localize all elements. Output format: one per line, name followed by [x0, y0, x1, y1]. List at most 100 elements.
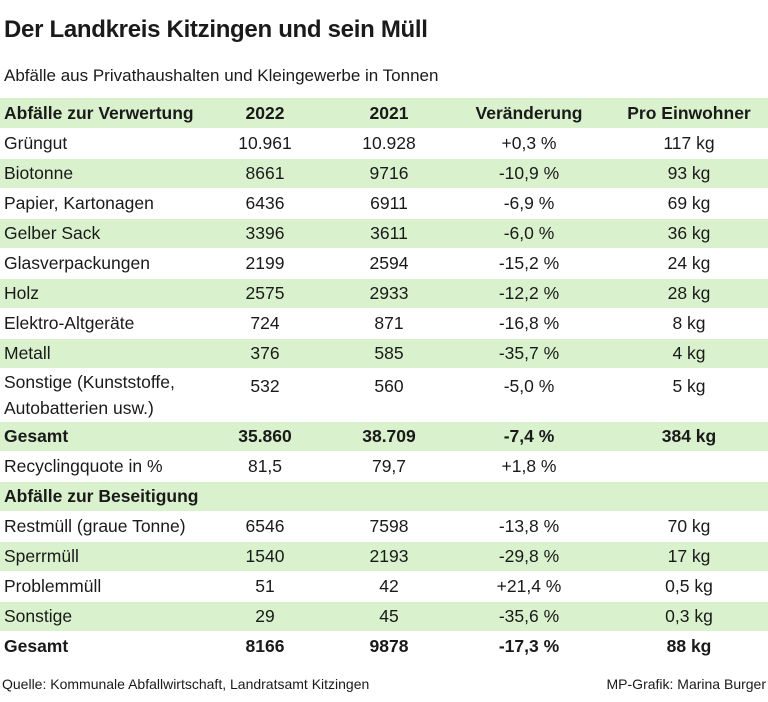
change: -6,0 % — [503, 223, 555, 243]
value-2021: 42 — [379, 576, 399, 596]
value-2021: 38.709 — [362, 426, 416, 446]
value-2021: 10.928 — [362, 133, 416, 153]
value-2021: 45 — [379, 606, 399, 626]
change: -7,4 % — [503, 426, 555, 446]
column-header-2022: 2022 — [245, 102, 285, 123]
row-label: Restmüll (graue Tonne) — [4, 516, 186, 536]
table-row: Elektro-Altgeräte 724 871 -16,8 % 8 kg — [0, 309, 768, 339]
row-label: Elektro-Altgeräte — [4, 313, 135, 333]
column-header-2021: 2021 — [369, 102, 409, 123]
change: -35,7 % — [498, 343, 560, 363]
per-capita: 4 kg — [672, 343, 706, 363]
row-label: Grüngut — [4, 133, 68, 153]
value-2021: 7598 — [369, 516, 409, 536]
table-header-row: Abfälle zur Verwertung 2022 2021 Verände… — [0, 98, 768, 129]
per-capita: 69 kg — [667, 193, 711, 213]
row-label: Gelber Sack — [4, 223, 101, 243]
table-row: Gelber Sack 3396 3611 -6,0 % 36 kg — [0, 219, 768, 249]
value-2022: 532 — [250, 376, 280, 396]
value-2021: 3611 — [370, 223, 408, 243]
per-capita: 36 kg — [667, 223, 711, 243]
row-label: Gesamt — [4, 426, 69, 446]
row-label: Recyclingquote in % — [4, 456, 163, 476]
change: -5,0 % — [503, 376, 555, 396]
graphic-credit: MP-Grafik: Marina Burger — [606, 676, 766, 692]
change: -35,6 % — [498, 606, 560, 626]
change: +1,8 % — [501, 456, 557, 476]
value-2021: 2193 — [369, 546, 409, 566]
value-2021: 9878 — [369, 636, 409, 656]
value-2021: 9716 — [369, 163, 409, 183]
row-label: Gesamt — [4, 636, 69, 656]
row-label: Sonstige — [4, 606, 73, 626]
change: -12,2 % — [498, 283, 560, 303]
column-header-category: Abfälle zur Verwertung — [4, 102, 194, 123]
chart-title: Der Landkreis Kitzingen und sein Müll — [4, 16, 428, 43]
per-capita: 0,3 kg — [665, 606, 713, 626]
value-2021: 2933 — [369, 283, 409, 303]
value-2021: 585 — [374, 343, 404, 363]
value-2022: 35.860 — [238, 426, 292, 446]
table-row: Sperrmüll 1540 2193 -29,8 % 17 kg — [0, 542, 768, 572]
table-row: Metall 376 585 -35,7 % 4 kg — [0, 339, 768, 369]
value-2022: 29 — [255, 606, 275, 626]
row-label: Sonstige (Kunststoffe, Autobatterien usw… — [4, 372, 175, 418]
per-capita: 0,5 kg — [665, 576, 713, 596]
value-2022: 10.961 — [238, 133, 292, 153]
value-2021: 6911 — [370, 193, 408, 213]
row-label: Biotonne — [4, 163, 74, 183]
value-2022: 8661 — [245, 163, 285, 183]
change: -17,3 % — [498, 636, 560, 656]
source-note: Quelle: Kommunale Abfallwirtschaft, Land… — [2, 676, 370, 692]
per-capita: 17 kg — [667, 546, 711, 566]
value-2021: 871 — [374, 313, 404, 333]
value-2022: 1540 — [245, 546, 285, 566]
per-capita: 117 kg — [663, 133, 715, 153]
row-label: Papier, Kartonagen — [4, 193, 154, 213]
value-2021: 560 — [374, 376, 404, 396]
change: -15,2 % — [498, 253, 560, 273]
value-2022: 8166 — [245, 636, 285, 656]
value-2021: 79,7 — [371, 456, 407, 476]
change: +21,4 % — [496, 576, 562, 596]
data-table: Abfälle zur Verwertung 2022 2021 Verände… — [0, 98, 768, 662]
change: -29,8 % — [498, 546, 560, 566]
table-row: Recyclingquote in % 81,5 79,7 +1,8 % — [0, 452, 768, 482]
value-2022: 376 — [250, 343, 280, 363]
value-2022: 2199 — [245, 253, 285, 273]
per-capita: 93 kg — [667, 163, 711, 183]
table-row: Glasverpackungen 2199 2594 -15,2 % 24 kg — [0, 249, 768, 279]
table-row: Papier, Kartonagen 6436 6911 -6,9 % 69 kg — [0, 189, 768, 219]
table-row: Gesamt 35.860 38.709 -7,4 % 384 kg — [0, 422, 768, 452]
value-2022: 724 — [250, 313, 280, 333]
value-2022: 51 — [255, 576, 275, 596]
table-row: Gesamt 8166 9878 -17,3 % 88 kg — [0, 632, 768, 662]
row-label: Glasverpackungen — [4, 253, 150, 273]
per-capita: 24 kg — [667, 253, 711, 273]
change: -10,9 % — [498, 163, 560, 183]
value-2022: 3396 — [245, 223, 285, 243]
value-2021: 2594 — [369, 253, 409, 273]
value-2022: 6546 — [245, 516, 285, 536]
row-label: Sperrmüll — [4, 546, 79, 566]
table-row: Holz 2575 2933 -12,2 % 28 kg — [0, 279, 768, 309]
table-row: Biotonne 8661 9716 -10,9 % 93 kg — [0, 159, 768, 189]
change: -16,8 % — [498, 313, 560, 333]
per-capita: 88 kg — [666, 636, 712, 656]
change: -6,9 % — [503, 193, 555, 213]
row-label: Holz — [4, 283, 40, 303]
per-capita: 384 kg — [661, 426, 717, 446]
table-row: Problemmüll 51 42 +21,4 % 0,5 kg — [0, 572, 768, 602]
chart-subtitle: Abfälle aus Privathaushalten und Kleinge… — [4, 66, 439, 85]
table-row: Sonstige (Kunststoffe, Autobatterien usw… — [0, 369, 768, 422]
table-row: Abfälle zur Beseitigung — [0, 482, 768, 512]
change: -13,8 % — [498, 516, 560, 536]
per-capita: 28 kg — [667, 283, 711, 303]
row-label: Problemmüll — [4, 576, 102, 596]
per-capita: 8 kg — [672, 313, 706, 333]
column-header-change: Veränderung — [475, 102, 583, 123]
row-label: Abfälle zur Beseitigung — [4, 486, 199, 506]
change: +0,3 % — [501, 133, 557, 153]
value-2022: 2575 — [245, 283, 285, 303]
row-label: Metall — [4, 343, 51, 363]
